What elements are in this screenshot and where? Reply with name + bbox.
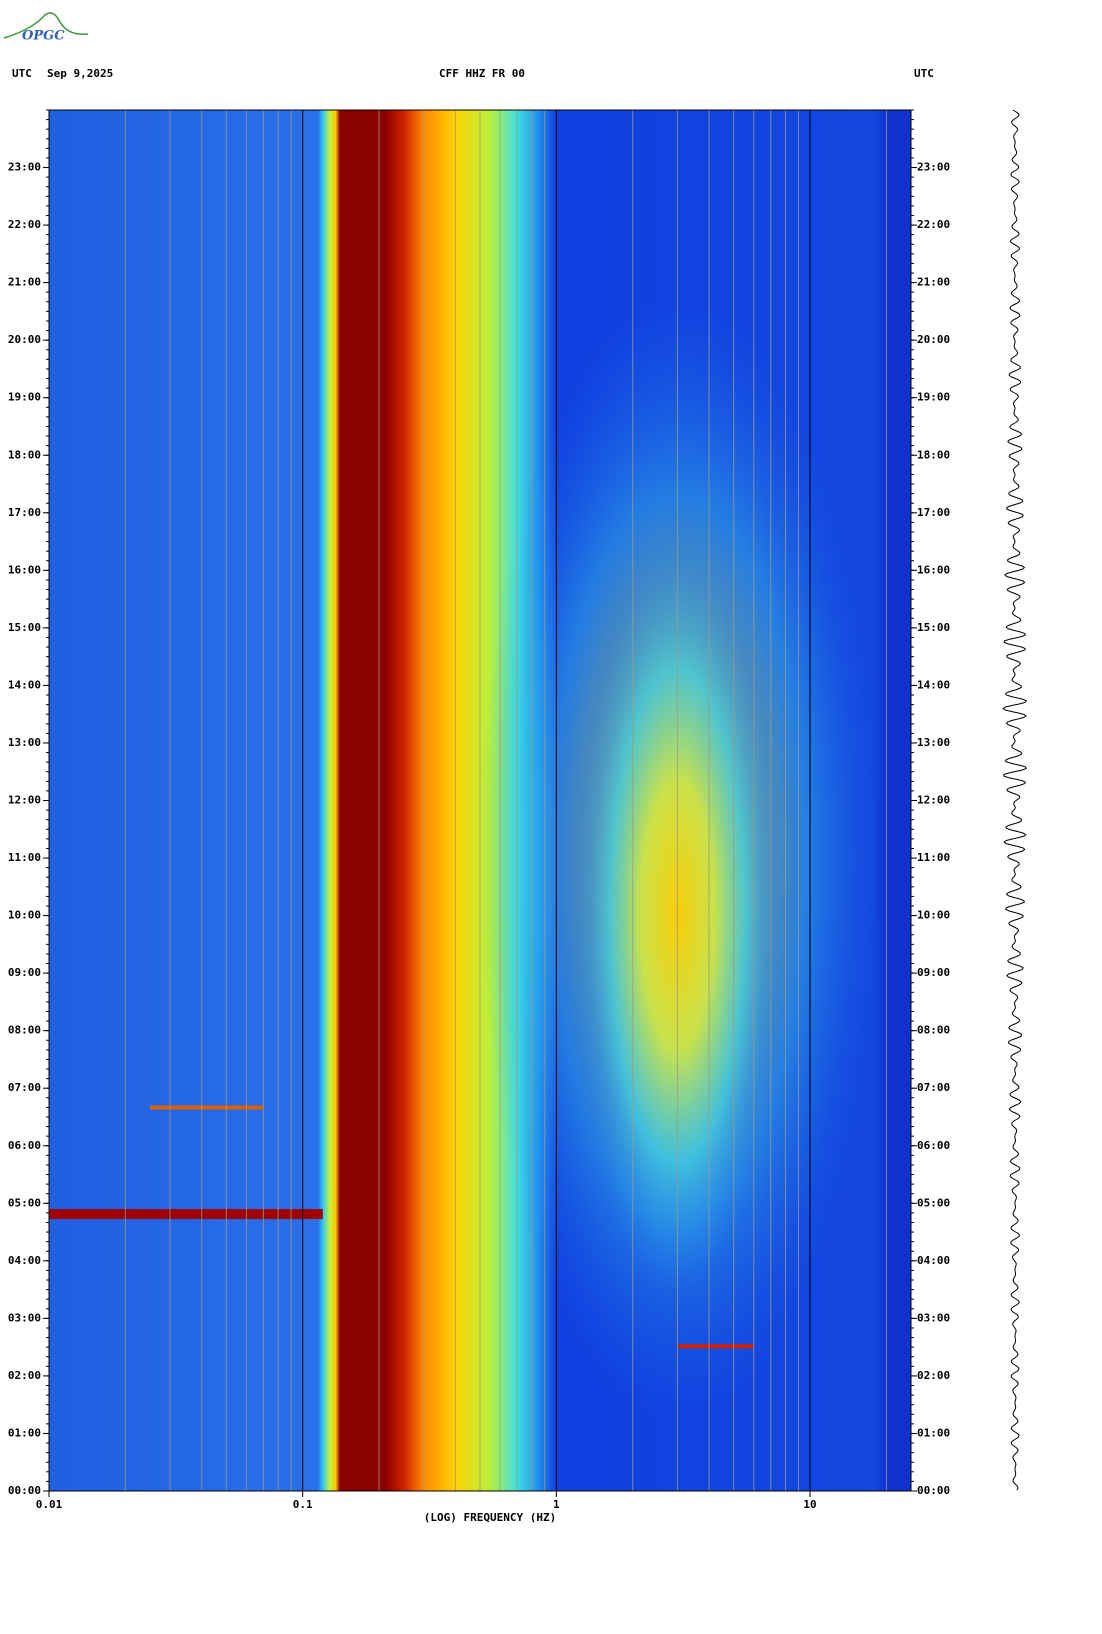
y-tick-label-right: 11:00 — [917, 851, 950, 864]
spectrogram-event — [49, 1209, 323, 1220]
y-tick-label: 21:00 — [8, 276, 41, 289]
spectrogram-event — [677, 1344, 754, 1349]
y-tick-label: 13:00 — [8, 736, 41, 749]
y-tick-label: 02:00 — [8, 1369, 41, 1382]
spectrogram-event — [149, 1105, 264, 1110]
y-tick-label: 12:00 — [8, 794, 41, 807]
logo: OPGC — [3, 12, 89, 44]
y-tick-label-right: 05:00 — [917, 1196, 950, 1209]
y-tick-label-right: 16:00 — [917, 563, 950, 576]
y-tick-label-right: 07:00 — [917, 1081, 950, 1094]
y-tick-label-right: 14:00 — [917, 678, 950, 691]
y-tick-label: 08:00 — [8, 1024, 41, 1037]
y-tick-label: 18:00 — [8, 448, 41, 461]
y-tick-label: 14:00 — [8, 678, 41, 691]
y-tick-label-right: 15:00 — [917, 621, 950, 634]
y-tick-label-right: 23:00 — [917, 161, 950, 174]
y-tick-label-right: 04:00 — [917, 1254, 950, 1267]
y-tick-label-right: 06:00 — [917, 1139, 950, 1152]
y-tick-label-right: 00:00 — [917, 1484, 950, 1497]
y-tick-label-right: 17:00 — [917, 506, 950, 519]
y-tick-label-right: 21:00 — [917, 276, 950, 289]
y-tick-label: 00:00 — [8, 1484, 41, 1497]
y-tick-label-right: 13:00 — [917, 736, 950, 749]
y-tick-label: 04:00 — [8, 1254, 41, 1267]
y-tick-label: 17:00 — [8, 506, 41, 519]
y-tick-label-right: 01:00 — [917, 1426, 950, 1439]
y-tick-label-right: 08:00 — [917, 1024, 950, 1037]
y-tick-label: 10:00 — [8, 909, 41, 922]
y-tick-label: 22:00 — [8, 218, 41, 231]
y-tick-label: 01:00 — [8, 1426, 41, 1439]
seismogram-trace — [1002, 109, 1028, 1491]
y-tick-label: 03:00 — [8, 1311, 41, 1324]
y-tick-label-right: 03:00 — [917, 1311, 950, 1324]
y-tick-label: 09:00 — [8, 966, 41, 979]
y-tick-label-right: 10:00 — [917, 909, 950, 922]
y-tick-label-right: 02:00 — [917, 1369, 950, 1382]
x-tick-label: 0.1 — [293, 1498, 313, 1511]
timezone-right: UTC — [914, 67, 934, 80]
x-tick-label: 10 — [803, 1498, 816, 1511]
y-tick-label: 15:00 — [8, 621, 41, 634]
date: Sep 9,2025 — [47, 67, 113, 80]
y-tick-label-right: 12:00 — [917, 794, 950, 807]
x-tick-label: 0.01 — [36, 1498, 63, 1511]
station: CFF HHZ FR 00 — [439, 67, 525, 80]
y-tick-label: 16:00 — [8, 563, 41, 576]
y-tick-label-right: 09:00 — [917, 966, 950, 979]
y-tick-label: 07:00 — [8, 1081, 41, 1094]
y-tick-label: 06:00 — [8, 1139, 41, 1152]
y-tick-label: 20:00 — [8, 333, 41, 346]
y-tick-label-right: 20:00 — [917, 333, 950, 346]
x-tick-label: 1 — [553, 1498, 560, 1511]
y-tick-label-right: 22:00 — [917, 218, 950, 231]
y-tick-label-right: 19:00 — [917, 391, 950, 404]
logo-text: OPGC — [22, 29, 65, 44]
y-tick-label: 19:00 — [8, 391, 41, 404]
y-tick-label: 05:00 — [8, 1196, 41, 1209]
y-tick-label: 23:00 — [8, 161, 41, 174]
y-tick-label-right: 18:00 — [917, 448, 950, 461]
x-axis-label: (LOG) FREQUENCY (HZ) — [424, 1511, 556, 1524]
timezone-left: UTC — [12, 67, 32, 80]
y-tick-label: 11:00 — [8, 851, 41, 864]
